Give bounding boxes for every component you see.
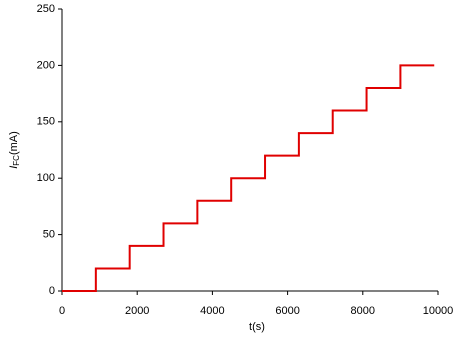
y-label-subscript: FC <box>12 155 21 166</box>
y-tick-label: 150 <box>37 116 55 128</box>
y-label-unit: (mA) <box>8 131 20 155</box>
y-tick-label: 50 <box>43 229 55 241</box>
y-tick-label: 200 <box>37 59 55 71</box>
y-tick-label: 100 <box>37 172 55 184</box>
x-tick-label: 4000 <box>200 305 224 317</box>
x-tick-label: 0 <box>59 305 65 317</box>
x-tick-label: 2000 <box>125 305 149 317</box>
x-tick-label: 6000 <box>275 305 299 317</box>
y-tick-label: 0 <box>49 285 55 297</box>
x-tick-label: 10000 <box>423 305 454 317</box>
y-tick-label: 250 <box>37 3 55 15</box>
data-line <box>62 64 435 292</box>
y-axis-label: IFC(mA) <box>8 131 21 169</box>
y-label-symbol: I <box>8 166 20 169</box>
x-axis-label: t(s) <box>249 321 265 333</box>
x-tick-label: 8000 <box>351 305 375 317</box>
